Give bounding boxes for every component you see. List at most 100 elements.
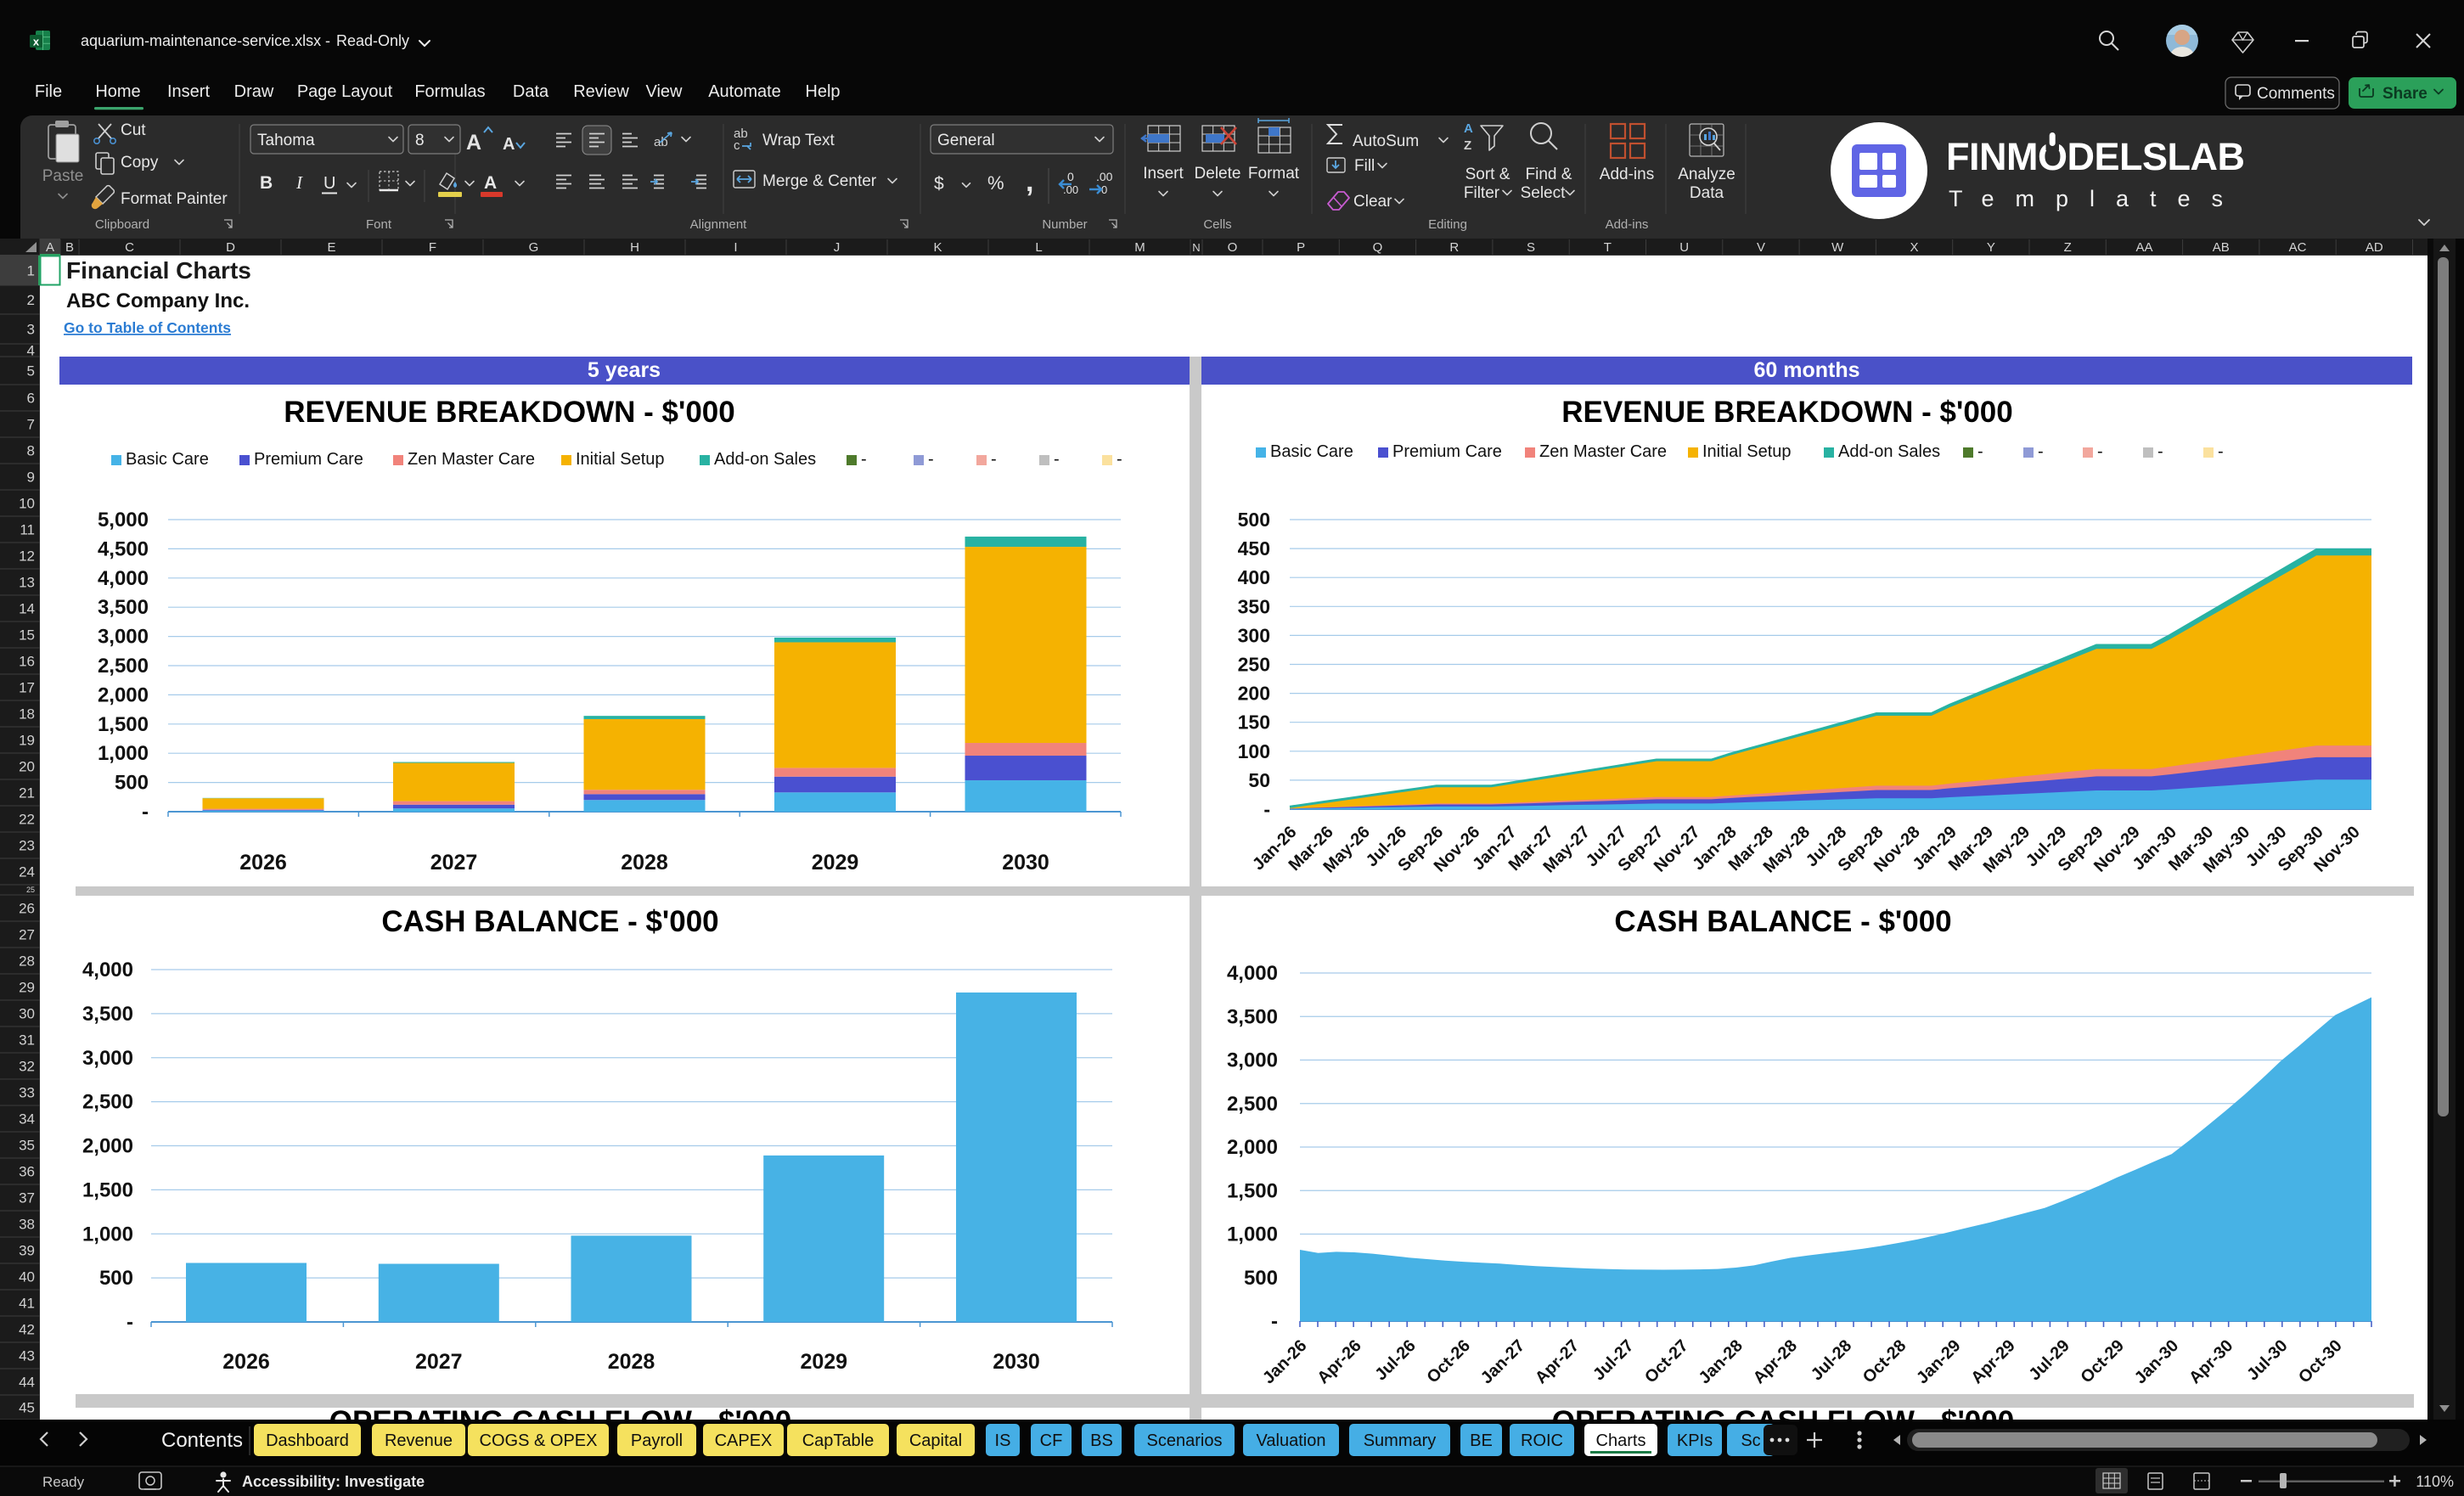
svg-text:W: W	[1831, 240, 1844, 255]
svg-text:Comments: Comments	[2257, 85, 2335, 103]
svg-text:44: 44	[19, 1375, 35, 1391]
svg-text:%: %	[987, 172, 1004, 194]
svg-text:Summary: Summary	[1364, 1431, 1437, 1450]
svg-text:2028: 2028	[608, 1350, 655, 1374]
svg-text:X: X	[1910, 240, 1919, 255]
svg-text:4,000: 4,000	[98, 567, 149, 590]
svg-text:Cut: Cut	[121, 121, 146, 139]
svg-text:x: x	[33, 36, 40, 48]
svg-text:Tahoma: Tahoma	[257, 132, 315, 149]
svg-text:A: A	[466, 131, 481, 155]
svg-text:31: 31	[19, 1032, 35, 1049]
svg-text:12: 12	[19, 548, 35, 565]
svg-text:M: M	[1134, 240, 1145, 255]
svg-text:K: K	[933, 240, 942, 255]
svg-text:2030: 2030	[1002, 851, 1049, 875]
svg-text:23: 23	[19, 838, 35, 854]
svg-text:13: 13	[19, 575, 35, 591]
svg-text:Revenue: Revenue	[385, 1431, 453, 1450]
svg-text:32: 32	[19, 1059, 35, 1075]
svg-text:4,500: 4,500	[98, 537, 149, 560]
svg-text:14: 14	[19, 601, 35, 617]
svg-text:V: V	[1757, 240, 1765, 255]
svg-text:300: 300	[1238, 624, 1270, 646]
svg-text:3: 3	[27, 322, 35, 338]
svg-text:aquarium-maintenance-service.x: aquarium-maintenance-service.xlsx	[81, 32, 321, 49]
svg-text:2028: 2028	[621, 851, 668, 875]
svg-text:22: 22	[19, 812, 35, 828]
svg-text:Add-ins: Add-ins	[1600, 166, 1654, 183]
svg-text:1,500: 1,500	[82, 1178, 133, 1201]
svg-text:Find &: Find &	[1526, 166, 1572, 183]
svg-text:Data: Data	[513, 82, 549, 101]
svg-text:1,000: 1,000	[82, 1223, 133, 1246]
svg-text:Format Painter: Format Painter	[121, 190, 228, 208]
svg-text:H: H	[630, 240, 639, 255]
svg-text:15: 15	[19, 627, 35, 644]
svg-text:CapTable: CapTable	[802, 1431, 875, 1450]
svg-text:AD: AD	[2366, 240, 2383, 255]
svg-text:2026: 2026	[222, 1350, 270, 1374]
svg-text:3,500: 3,500	[82, 1003, 133, 1026]
svg-text:AB: AB	[2213, 240, 2230, 255]
svg-text:5,000: 5,000	[98, 509, 149, 531]
svg-text:Scenarios: Scenarios	[1147, 1431, 1223, 1450]
svg-text:2029: 2029	[812, 851, 859, 875]
svg-text:Home: Home	[95, 82, 140, 101]
svg-text:110%: 110%	[2416, 1473, 2454, 1490]
svg-text:1: 1	[27, 263, 35, 279]
svg-text:100: 100	[1238, 740, 1270, 762]
svg-text:150: 150	[1238, 711, 1270, 734]
svg-text:200: 200	[1238, 683, 1270, 705]
svg-text:T: T	[1604, 240, 1612, 255]
svg-text:37: 37	[19, 1190, 35, 1206]
svg-text:3,500: 3,500	[98, 596, 149, 619]
svg-text:-: -	[127, 1311, 133, 1334]
svg-text:2030: 2030	[993, 1350, 1040, 1374]
svg-text:2027: 2027	[415, 1350, 463, 1374]
svg-text:2,500: 2,500	[98, 655, 149, 678]
svg-text:S: S	[1527, 240, 1535, 255]
svg-text:38: 38	[19, 1217, 35, 1233]
svg-text:33: 33	[19, 1085, 35, 1101]
svg-text:350: 350	[1238, 595, 1270, 617]
svg-text:-: -	[928, 450, 934, 469]
svg-text:-: -	[1054, 450, 1060, 469]
svg-text:30: 30	[19, 1006, 35, 1022]
svg-text:Dashboard: Dashboard	[266, 1431, 349, 1450]
svg-text:AA: AA	[2135, 240, 2152, 255]
svg-text:-: -	[142, 801, 149, 824]
svg-text:CF: CF	[1040, 1431, 1063, 1450]
svg-text:25: 25	[26, 886, 35, 894]
svg-text:43: 43	[19, 1348, 35, 1364]
svg-text:CAPEX: CAPEX	[715, 1431, 773, 1450]
svg-text:R: R	[1449, 240, 1459, 255]
svg-text:-: -	[2218, 442, 2224, 461]
svg-text:2,000: 2,000	[98, 683, 149, 706]
svg-text:CASH BALANCE - $'000: CASH BALANCE - $'000	[1614, 905, 1951, 938]
svg-text:8: 8	[27, 443, 35, 459]
svg-text:250: 250	[1238, 654, 1270, 676]
svg-text:35: 35	[19, 1138, 35, 1154]
svg-text:Delete: Delete	[1195, 165, 1241, 183]
svg-text:B: B	[65, 240, 74, 255]
svg-text:0: 0	[1067, 170, 1074, 183]
svg-text:File: File	[35, 82, 62, 101]
svg-text:Insert: Insert	[1143, 165, 1184, 183]
svg-text:Y: Y	[1987, 240, 1995, 255]
svg-text:Contents: Contents	[161, 1429, 243, 1452]
svg-text:36: 36	[19, 1164, 35, 1180]
svg-text:L: L	[1035, 240, 1042, 255]
svg-text:$: $	[934, 174, 944, 194]
svg-text:-: -	[2097, 442, 2103, 461]
svg-text:O: O	[1228, 240, 1238, 255]
svg-text:Filter: Filter	[1464, 184, 1500, 202]
svg-text:5: 5	[27, 363, 35, 380]
svg-text:Basic Care: Basic Care	[126, 450, 209, 469]
svg-text:Font: Font	[366, 217, 392, 232]
svg-text:34: 34	[19, 1111, 35, 1128]
svg-text:Payroll: Payroll	[631, 1431, 683, 1450]
svg-text:OPERATING CASH FLOW - $'000: OPERATING CASH FLOW - $'000	[1552, 1405, 2014, 1438]
svg-text:A: A	[484, 173, 497, 193]
svg-text:-: -	[325, 32, 330, 49]
